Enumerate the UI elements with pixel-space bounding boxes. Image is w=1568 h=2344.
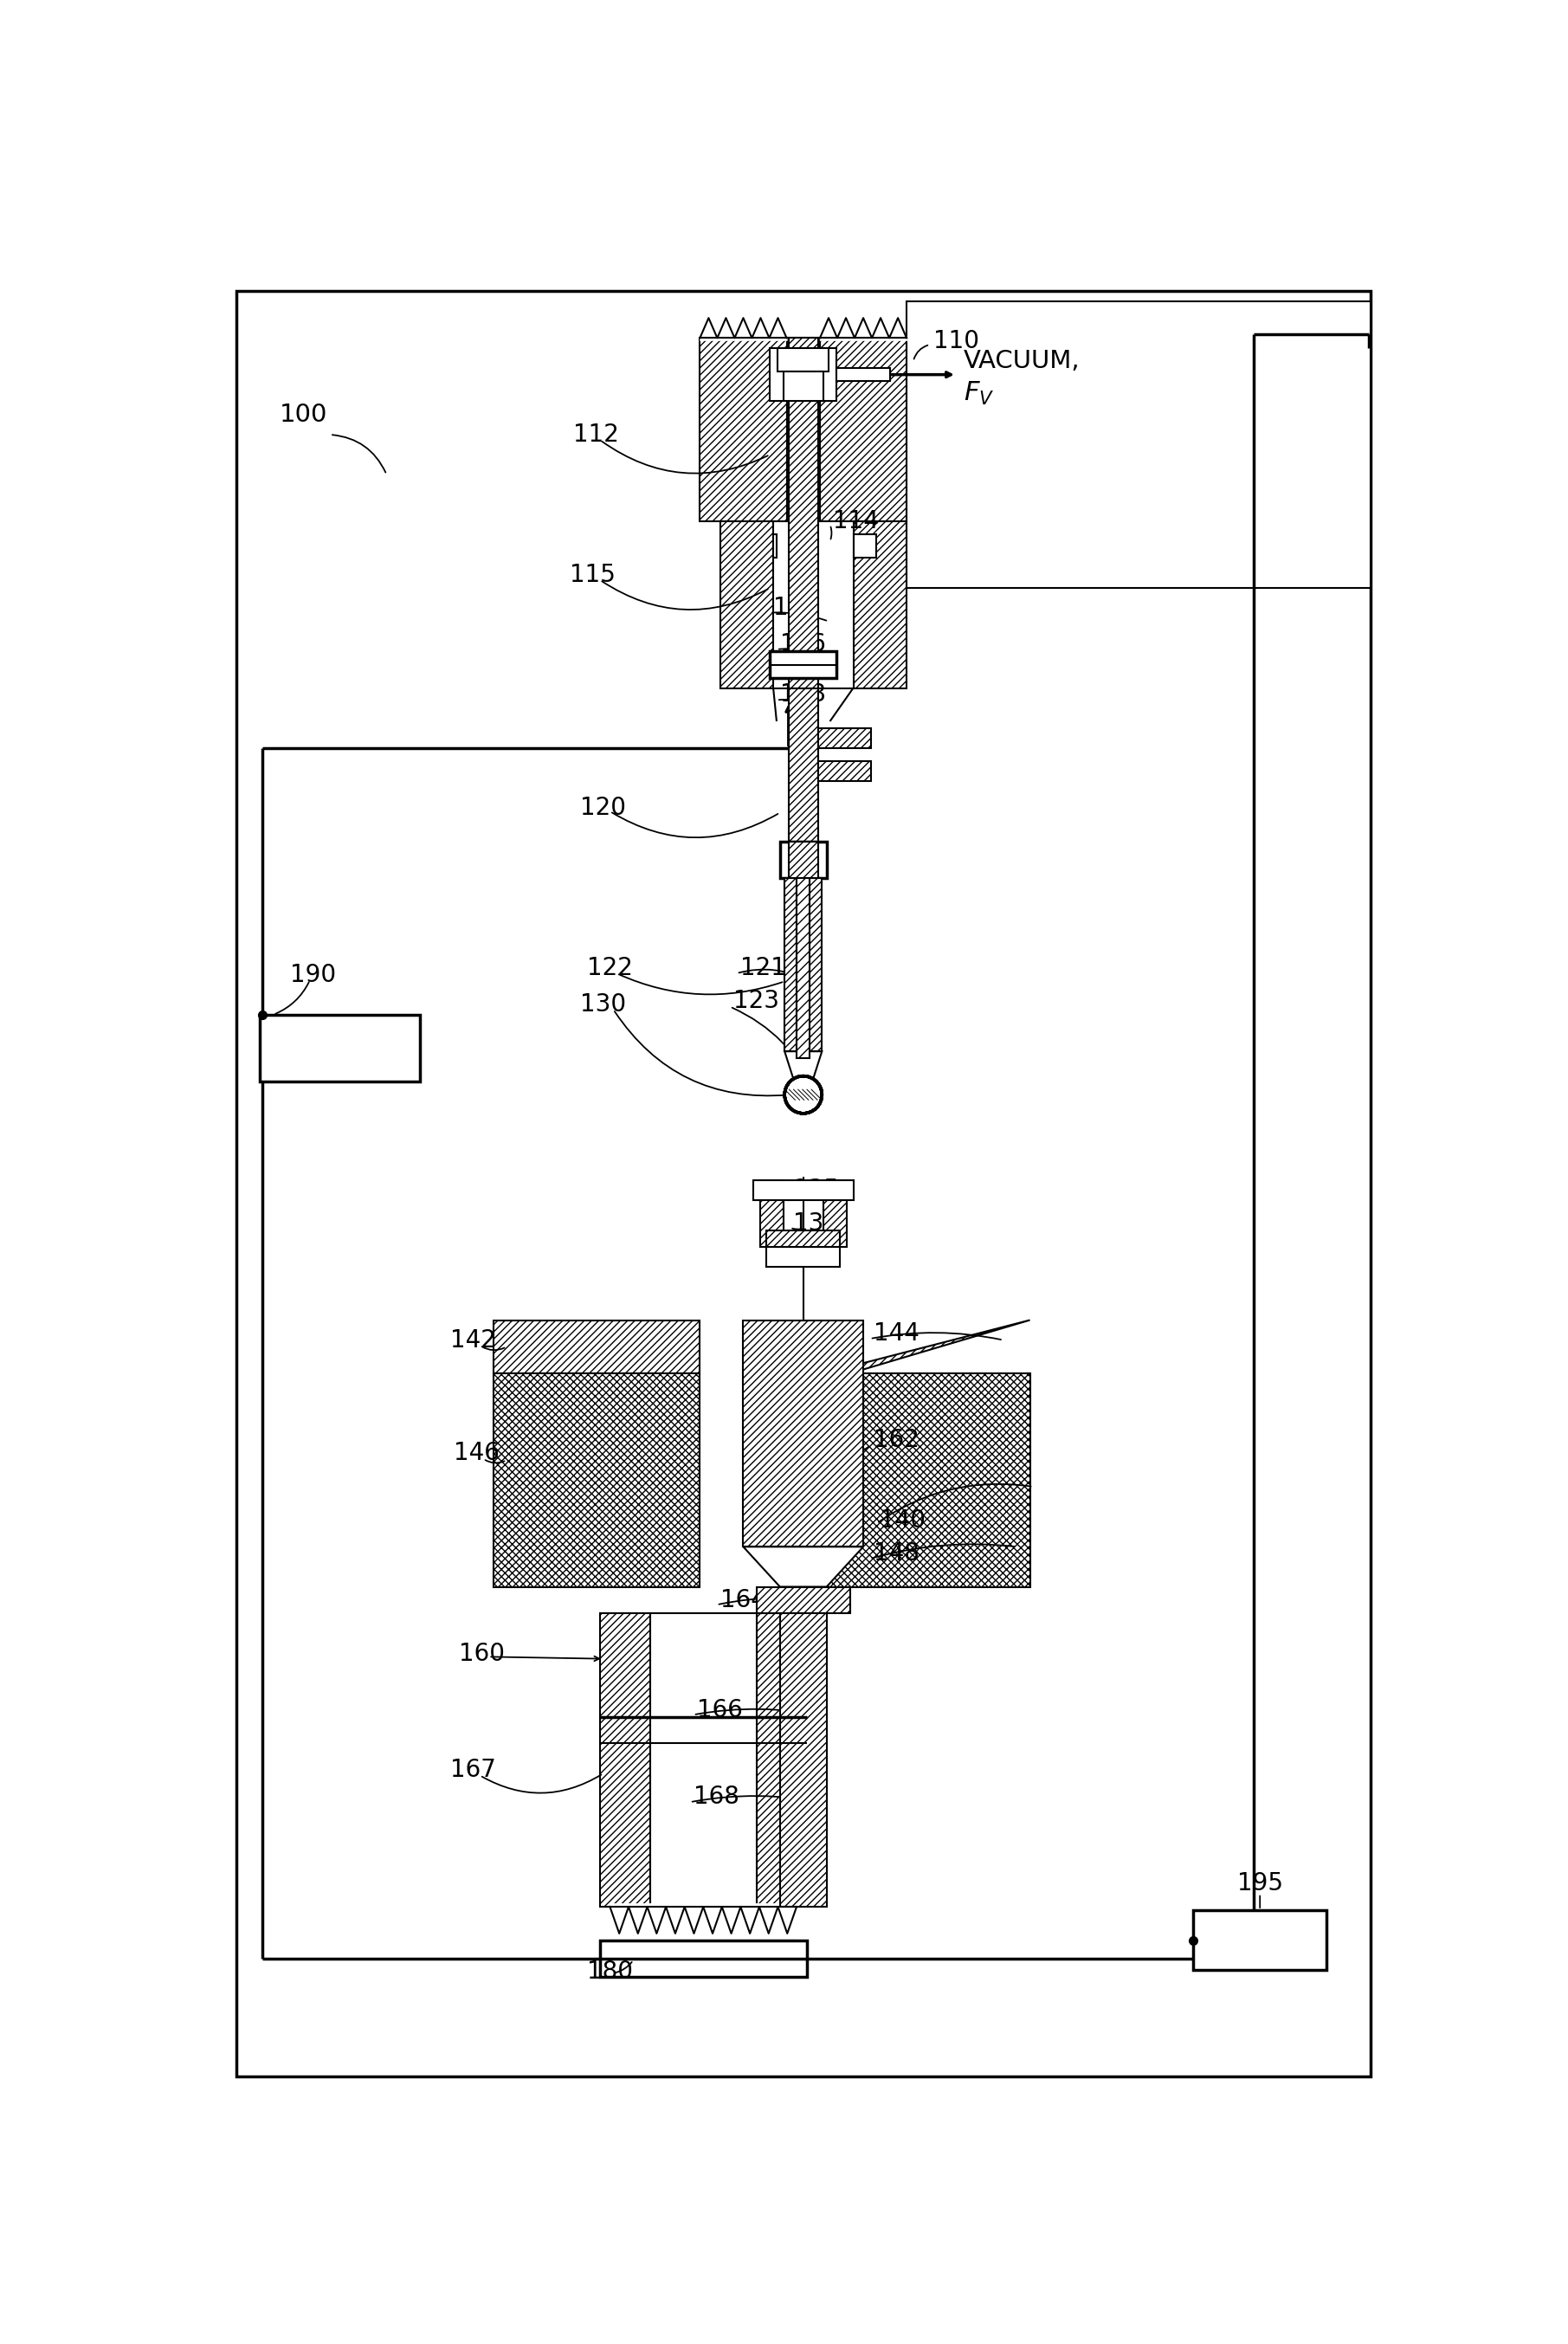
Text: $F_V$: $F_V$ <box>963 380 994 408</box>
Bar <box>823 1374 1030 1587</box>
Text: 120: 120 <box>580 797 626 820</box>
Text: 160: 160 <box>458 1641 505 1667</box>
Bar <box>757 1587 850 1613</box>
Text: 118: 118 <box>779 682 826 708</box>
Bar <box>601 1941 806 1976</box>
Text: 148: 148 <box>873 1542 919 1566</box>
Bar <box>818 729 872 748</box>
Bar <box>260 1015 420 1081</box>
Bar <box>853 534 877 558</box>
Text: PROCESSOR: PROCESSOR <box>259 1036 422 1059</box>
Text: VACUUM,: VACUUM, <box>963 349 1080 373</box>
Text: 130: 130 <box>580 992 626 1017</box>
Text: 112: 112 <box>574 422 619 448</box>
Bar <box>743 1320 864 1547</box>
Bar <box>797 879 811 1057</box>
Text: 144: 144 <box>873 1322 919 1345</box>
Bar <box>494 1374 699 1587</box>
Text: 142: 142 <box>450 1329 495 1352</box>
Text: 122: 122 <box>586 956 632 980</box>
Bar <box>778 347 828 370</box>
Bar <box>773 534 776 558</box>
Text: 114: 114 <box>833 509 880 534</box>
Bar <box>837 368 891 382</box>
Bar <box>818 762 872 781</box>
Circle shape <box>784 1076 822 1113</box>
Polygon shape <box>743 1547 864 1587</box>
Text: 190: 190 <box>290 963 336 987</box>
Text: 168: 168 <box>693 1784 739 1810</box>
Bar <box>853 520 906 689</box>
Text: 140: 140 <box>880 1507 925 1533</box>
Text: 195: 195 <box>1237 1871 1283 1896</box>
Text: 137: 137 <box>793 1212 839 1235</box>
Bar <box>767 1247 840 1266</box>
Bar <box>779 1613 826 1906</box>
Bar <box>789 689 818 841</box>
Bar <box>720 520 773 689</box>
Bar <box>767 1231 840 1247</box>
Bar <box>823 1179 847 1247</box>
Text: 135: 135 <box>793 1179 839 1202</box>
Bar <box>757 1613 806 1906</box>
Text: 115: 115 <box>569 563 616 586</box>
Text: 164: 164 <box>720 1587 765 1613</box>
Text: 116: 116 <box>779 633 826 656</box>
Bar <box>787 338 820 520</box>
Text: 162: 162 <box>873 1427 919 1453</box>
Bar <box>820 338 906 520</box>
Bar <box>753 1179 853 1200</box>
Text: 167: 167 <box>450 1758 495 1781</box>
Bar <box>784 370 823 401</box>
Bar <box>779 841 826 879</box>
Text: 100: 100 <box>281 403 328 427</box>
Bar <box>770 652 837 677</box>
Bar <box>811 879 822 1052</box>
Bar <box>789 338 818 689</box>
Bar <box>789 841 818 879</box>
Polygon shape <box>823 1320 1030 1374</box>
Bar <box>601 1613 649 1906</box>
Text: 119: 119 <box>773 595 818 621</box>
Bar <box>770 347 837 401</box>
Bar <box>906 302 1370 588</box>
Bar <box>760 1179 784 1247</box>
Text: BASE: BASE <box>1225 1929 1295 1953</box>
Bar <box>1193 1910 1327 1971</box>
Text: 166: 166 <box>696 1697 742 1723</box>
Text: 110: 110 <box>933 328 978 354</box>
Text: 123: 123 <box>734 989 779 1013</box>
Polygon shape <box>784 1052 822 1085</box>
Text: 180: 180 <box>586 1960 632 1983</box>
Text: 121: 121 <box>740 956 786 980</box>
Bar <box>784 879 797 1052</box>
Bar <box>773 520 853 689</box>
Polygon shape <box>494 1320 699 1374</box>
Text: 146: 146 <box>453 1442 499 1465</box>
Bar <box>649 1613 757 1906</box>
Bar <box>699 338 787 520</box>
